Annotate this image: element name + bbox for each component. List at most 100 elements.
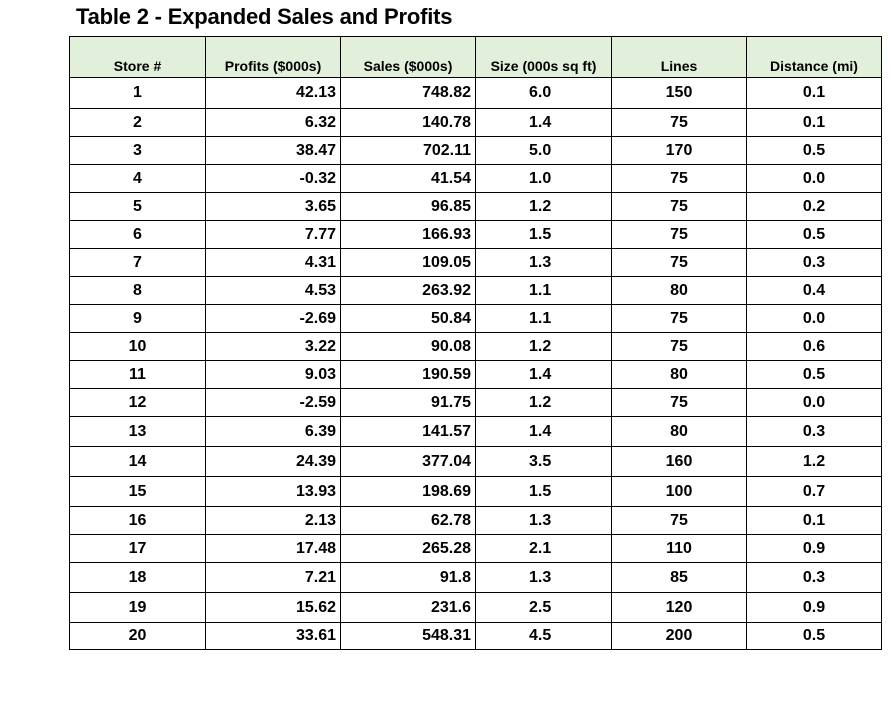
table-row: 10 3.22 90.08 1.2 75 0.6 xyxy=(69,332,882,361)
size-cell: 1.1 xyxy=(475,276,612,305)
sales-cell: 90.08 xyxy=(340,332,476,361)
table-row: 6 7.77 166.93 1.5 75 0.5 xyxy=(69,220,882,249)
store-cell: 20 xyxy=(69,622,206,650)
lines-cell: 170 xyxy=(611,136,747,165)
store-cell: 17 xyxy=(69,534,206,563)
lines-cell: 75 xyxy=(611,506,747,535)
profits-cell: -2.59 xyxy=(205,388,341,417)
size-cell: 1.2 xyxy=(475,388,612,417)
store-cell: 2 xyxy=(69,108,206,137)
lines-cell: 75 xyxy=(611,164,747,193)
table-row: 18 7.21 91.8 1.3 85 0.3 xyxy=(69,562,882,593)
distance-cell: 0.0 xyxy=(746,388,882,417)
table-row: 8 4.53 263.92 1.1 80 0.4 xyxy=(69,276,882,305)
store-cell: 19 xyxy=(69,592,206,623)
sales-cell: 91.8 xyxy=(340,562,476,593)
profits-cell: 2.13 xyxy=(205,506,341,535)
profits-cell: 6.39 xyxy=(205,416,341,447)
distance-cell: 0.4 xyxy=(746,276,882,305)
size-cell: 1.2 xyxy=(475,192,612,221)
lines-cell: 75 xyxy=(611,248,747,277)
store-cell: 1 xyxy=(69,77,206,109)
sales-cell: 263.92 xyxy=(340,276,476,305)
lines-cell: 75 xyxy=(611,220,747,249)
sales-cell: 141.57 xyxy=(340,416,476,447)
profits-cell: 7.77 xyxy=(205,220,341,249)
size-cell: 4.5 xyxy=(475,622,612,650)
profits-cell: -2.69 xyxy=(205,304,341,333)
distance-cell: 0.3 xyxy=(746,562,882,593)
lines-cell: 100 xyxy=(611,476,747,507)
distance-cell: 0.3 xyxy=(746,248,882,277)
distance-cell: 0.0 xyxy=(746,164,882,193)
lines-cell: 200 xyxy=(611,622,747,650)
profits-cell: 4.31 xyxy=(205,248,341,277)
sales-cell: 198.69 xyxy=(340,476,476,507)
size-cell: 1.4 xyxy=(475,416,612,447)
size-cell: 6.0 xyxy=(475,77,612,109)
store-cell: 14 xyxy=(69,446,206,477)
size-cell: 3.5 xyxy=(475,446,612,477)
lines-cell: 150 xyxy=(611,77,747,109)
lines-cell: 75 xyxy=(611,108,747,137)
distance-cell: 1.2 xyxy=(746,446,882,477)
profits-cell: 38.47 xyxy=(205,136,341,165)
table-row: 4 -0.32 41.54 1.0 75 0.0 xyxy=(69,164,882,193)
distance-cell: 0.1 xyxy=(746,77,882,109)
table-row: 2 6.32 140.78 1.4 75 0.1 xyxy=(69,108,882,137)
store-cell: 12 xyxy=(69,388,206,417)
store-cell: 13 xyxy=(69,416,206,447)
lines-cell: 75 xyxy=(611,192,747,221)
lines-cell: 120 xyxy=(611,592,747,623)
profits-cell: 3.65 xyxy=(205,192,341,221)
table-row: 9 -2.69 50.84 1.1 75 0.0 xyxy=(69,304,882,333)
store-cell: 10 xyxy=(69,332,206,361)
lines-cell: 85 xyxy=(611,562,747,593)
profits-cell: 7.21 xyxy=(205,562,341,593)
table-title: Table 2 - Expanded Sales and Profits xyxy=(76,4,453,29)
table-row: 19 15.62 231.6 2.5 120 0.9 xyxy=(69,592,882,623)
sales-cell: 748.82 xyxy=(340,77,476,109)
profits-cell: 13.93 xyxy=(205,476,341,507)
distance-cell: 0.7 xyxy=(746,476,882,507)
table-row: 1 42.13 748.82 6.0 150 0.1 xyxy=(69,77,882,109)
distance-cell: 0.2 xyxy=(746,192,882,221)
sales-cell: 62.78 xyxy=(340,506,476,535)
lines-cell: 160 xyxy=(611,446,747,477)
store-cell: 7 xyxy=(69,248,206,277)
distance-cell: 0.6 xyxy=(746,332,882,361)
table-row: 11 9.03 190.59 1.4 80 0.5 xyxy=(69,360,882,389)
sales-cell: 109.05 xyxy=(340,248,476,277)
distance-cell: 0.1 xyxy=(746,506,882,535)
lines-cell: 75 xyxy=(611,388,747,417)
store-cell: 16 xyxy=(69,506,206,535)
sales-cell: 231.6 xyxy=(340,592,476,623)
table-row: 20 33.61 548.31 4.5 200 0.5 xyxy=(69,622,882,650)
sales-header: Sales ($000s) xyxy=(340,36,476,78)
distance-cell: 0.0 xyxy=(746,304,882,333)
size-cell: 2.5 xyxy=(475,592,612,623)
size-cell: 1.3 xyxy=(475,248,612,277)
profits-header: Profits ($000s) xyxy=(205,36,341,78)
size-cell: 1.3 xyxy=(475,562,612,593)
lines-cell: 80 xyxy=(611,360,747,389)
profits-cell: 3.22 xyxy=(205,332,341,361)
profits-cell: -0.32 xyxy=(205,164,341,193)
lines-header: Lines xyxy=(611,36,747,78)
sales-cell: 265.28 xyxy=(340,534,476,563)
size-cell: 1.4 xyxy=(475,108,612,137)
lines-cell: 110 xyxy=(611,534,747,563)
distance-cell: 0.5 xyxy=(746,220,882,249)
table-row: 14 24.39 377.04 3.5 160 1.2 xyxy=(69,446,882,477)
sales-cell: 166.93 xyxy=(340,220,476,249)
distance-cell: 0.9 xyxy=(746,534,882,563)
size-cell: 1.5 xyxy=(475,476,612,507)
table-row: 13 6.39 141.57 1.4 80 0.3 xyxy=(69,416,882,447)
store-cell: 9 xyxy=(69,304,206,333)
store-header: Store # xyxy=(69,36,206,78)
size-cell: 5.0 xyxy=(475,136,612,165)
distance-cell: 0.5 xyxy=(746,136,882,165)
lines-cell: 75 xyxy=(611,332,747,361)
sales-cell: 96.85 xyxy=(340,192,476,221)
sales-cell: 50.84 xyxy=(340,304,476,333)
